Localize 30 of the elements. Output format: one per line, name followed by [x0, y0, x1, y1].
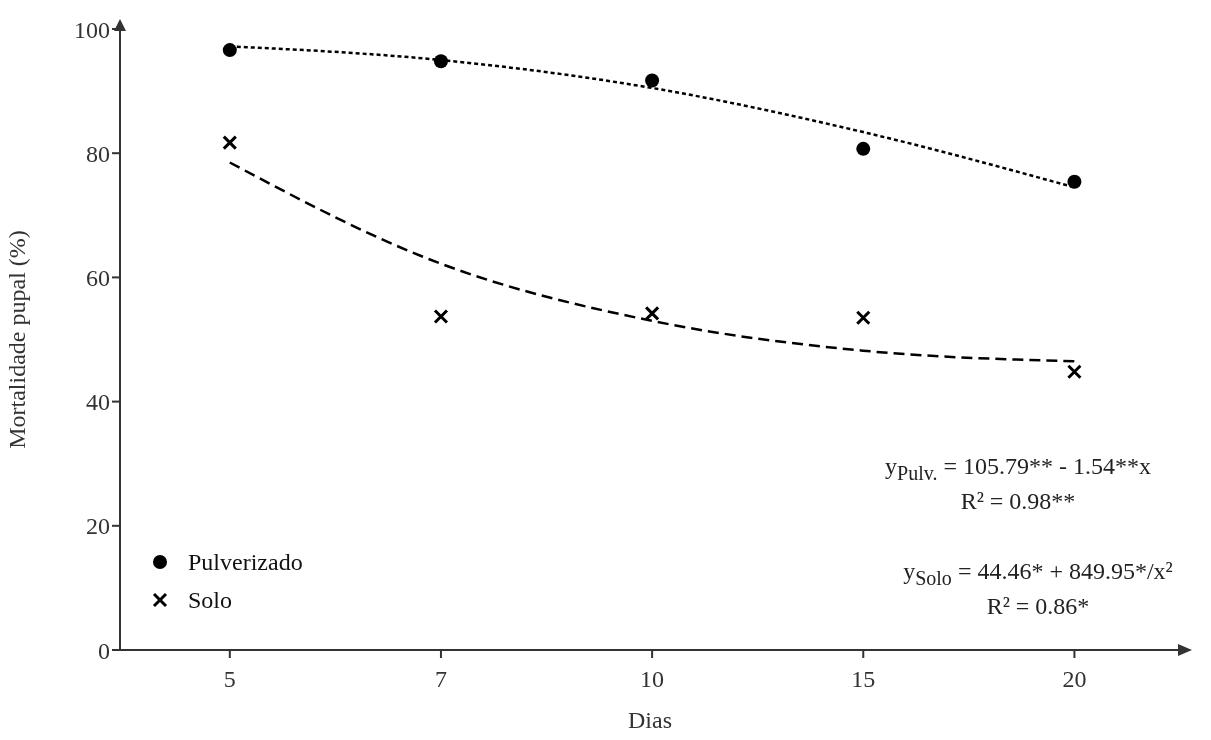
point [222, 43, 237, 58]
point [644, 305, 660, 321]
y-tick-label: 20 [86, 513, 110, 540]
point [855, 310, 871, 326]
annotation: y$_{Solo}$ = 44.46* + 849.95*/x² [902, 557, 1174, 591]
legend-label: Pulverizado [188, 548, 303, 576]
point [856, 141, 871, 156]
y-tick-label: 60 [86, 264, 110, 291]
point [433, 309, 449, 325]
point [1066, 364, 1082, 380]
y-tick-label: 40 [86, 389, 110, 416]
legend-label: Solo [188, 586, 233, 614]
annotation: y$_{Pulv.}$ = 105.79** - 1.54**x [884, 452, 1152, 486]
y-axis-title: Mortalidade pupal (%) [3, 230, 30, 449]
x-tick-label: 20 [1062, 666, 1087, 693]
annotation: R² = 0.98** [959, 487, 1077, 516]
x-axis-title: Dias [628, 707, 672, 733]
x-tick-label: 5 [223, 666, 236, 693]
y-tick-label: 0 [98, 637, 110, 664]
point [1067, 174, 1082, 189]
y-tick-label: 100 [74, 16, 110, 43]
line-series [228, 161, 1076, 363]
point [433, 54, 448, 69]
annotation: R² = 0.86* [985, 592, 1091, 621]
point [645, 73, 660, 88]
y-tick-label: 80 [86, 140, 110, 167]
point [222, 135, 238, 151]
x-tick-label: 7 [434, 666, 447, 693]
x-tick-label: 15 [851, 666, 876, 693]
x-tick-label: 10 [640, 666, 665, 693]
